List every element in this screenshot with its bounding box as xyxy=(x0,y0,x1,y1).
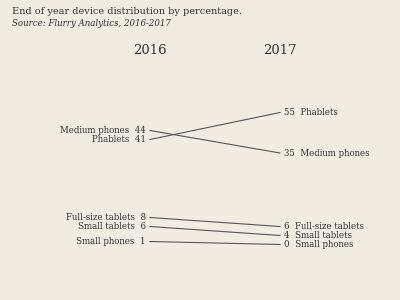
Text: 2016: 2016 xyxy=(133,44,167,58)
Text: Medium phones  44: Medium phones 44 xyxy=(60,126,146,135)
Text: 6  Full-size tablets: 6 Full-size tablets xyxy=(284,222,364,231)
Text: Small tablets  6: Small tablets 6 xyxy=(78,222,146,231)
Text: Full-size tablets  8: Full-size tablets 8 xyxy=(66,213,146,222)
Text: 0  Small phones: 0 Small phones xyxy=(284,240,354,249)
Text: Small phones  1: Small phones 1 xyxy=(76,237,146,246)
Text: 2017: 2017 xyxy=(263,44,297,58)
Text: Source: Flurry Analytics, 2016-2017: Source: Flurry Analytics, 2016-2017 xyxy=(12,20,171,28)
Text: 55  Phablets: 55 Phablets xyxy=(284,108,338,117)
Text: 35  Medium phones: 35 Medium phones xyxy=(284,148,370,158)
Text: Phablets  41: Phablets 41 xyxy=(92,135,146,144)
Text: 4  Small tablets: 4 Small tablets xyxy=(284,231,352,240)
Text: End of year device distribution by percentage.: End of year device distribution by perce… xyxy=(12,8,242,16)
